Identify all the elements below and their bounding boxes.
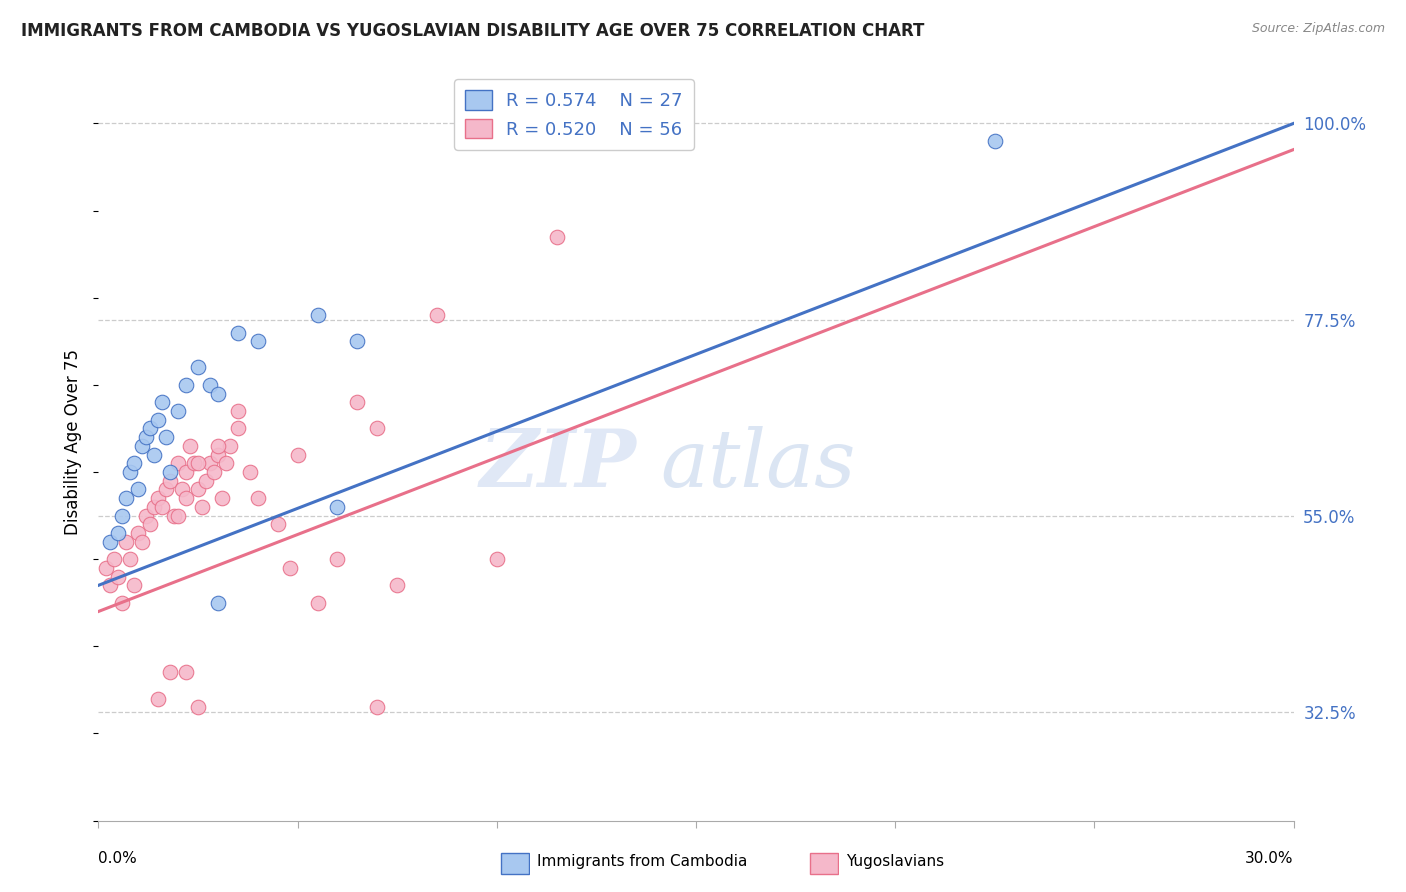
Point: [135, 430, 157, 444]
Text: atlas: atlas: [661, 425, 855, 503]
Point: [148, 691, 170, 706]
Point: [131, 534, 153, 549]
Text: IMMIGRANTS FROM CAMBODIA VS YUGOSLAVIAN DISABILITY AGE OVER 75 CORRELATION CHART: IMMIGRANTS FROM CAMBODIA VS YUGOSLAVIAN …: [21, 22, 925, 40]
Point: [107, 526, 129, 541]
Point: [219, 439, 242, 453]
Point: [179, 439, 201, 453]
Point: [127, 526, 149, 541]
Point: [366, 700, 388, 714]
Point: [307, 596, 329, 610]
Point: [267, 517, 290, 532]
Point: [167, 456, 190, 470]
Point: [187, 360, 209, 375]
Point: [148, 491, 170, 506]
Point: [127, 483, 149, 497]
Point: [187, 456, 209, 470]
Point: [346, 334, 368, 349]
Point: [120, 552, 142, 566]
Point: [124, 456, 146, 470]
Point: [211, 491, 233, 506]
Point: [207, 596, 229, 610]
Point: [167, 508, 190, 523]
Point: [120, 465, 142, 479]
Point: [155, 483, 177, 497]
Point: [307, 308, 329, 322]
Point: [159, 665, 181, 680]
Text: ZIP: ZIP: [479, 425, 637, 503]
Point: [426, 308, 449, 322]
Text: Source: ZipAtlas.com: Source: ZipAtlas.com: [1251, 22, 1385, 36]
Point: [246, 334, 269, 349]
Point: [239, 465, 262, 479]
Point: [366, 421, 388, 435]
Point: [135, 508, 157, 523]
Point: [207, 439, 229, 453]
Point: [183, 456, 205, 470]
Text: Immigrants from Cambodia: Immigrants from Cambodia: [537, 855, 748, 869]
Point: [226, 326, 249, 340]
Point: [984, 134, 1007, 148]
Point: [187, 483, 209, 497]
Point: [115, 491, 138, 506]
Point: [385, 578, 409, 592]
Bar: [501, 853, 529, 874]
Point: [207, 386, 229, 401]
Point: [187, 700, 209, 714]
Point: [546, 229, 568, 244]
Point: [150, 395, 173, 409]
Point: [174, 465, 197, 479]
Point: [163, 508, 186, 523]
Point: [226, 421, 249, 435]
Point: [198, 456, 221, 470]
Point: [226, 404, 249, 418]
Y-axis label: Disability Age Over 75: Disability Age Over 75: [65, 349, 83, 534]
Point: [98, 534, 122, 549]
Point: [159, 474, 181, 488]
Point: [111, 596, 134, 610]
Point: [174, 491, 197, 506]
Text: 30.0%: 30.0%: [1246, 851, 1294, 866]
Point: [150, 500, 173, 514]
Text: 0.0%: 0.0%: [98, 851, 138, 866]
Point: [124, 578, 146, 592]
Point: [172, 483, 194, 497]
Point: [485, 552, 508, 566]
Text: Yugoslavians: Yugoslavians: [846, 855, 945, 869]
Point: [131, 439, 153, 453]
Point: [195, 474, 218, 488]
Point: [143, 448, 166, 462]
Point: [167, 404, 190, 418]
Point: [159, 465, 181, 479]
Point: [202, 465, 225, 479]
Point: [115, 534, 138, 549]
Point: [98, 578, 122, 592]
Point: [111, 508, 134, 523]
Point: [326, 552, 349, 566]
Point: [96, 561, 118, 575]
Point: [198, 377, 221, 392]
Point: [143, 500, 166, 514]
Point: [326, 500, 349, 514]
Bar: [810, 853, 838, 874]
Point: [139, 517, 162, 532]
Point: [215, 456, 238, 470]
Point: [174, 377, 197, 392]
Point: [191, 500, 214, 514]
Point: [174, 665, 197, 680]
Point: [207, 448, 229, 462]
Point: [278, 561, 301, 575]
Point: [155, 430, 177, 444]
Point: [148, 413, 170, 427]
Point: [346, 395, 368, 409]
Point: [103, 552, 125, 566]
Point: [139, 421, 162, 435]
Point: [107, 569, 129, 583]
Point: [246, 491, 269, 506]
Point: [287, 448, 309, 462]
Legend: R = 0.574    N = 27, R = 0.520    N = 56: R = 0.574 N = 27, R = 0.520 N = 56: [454, 79, 693, 150]
